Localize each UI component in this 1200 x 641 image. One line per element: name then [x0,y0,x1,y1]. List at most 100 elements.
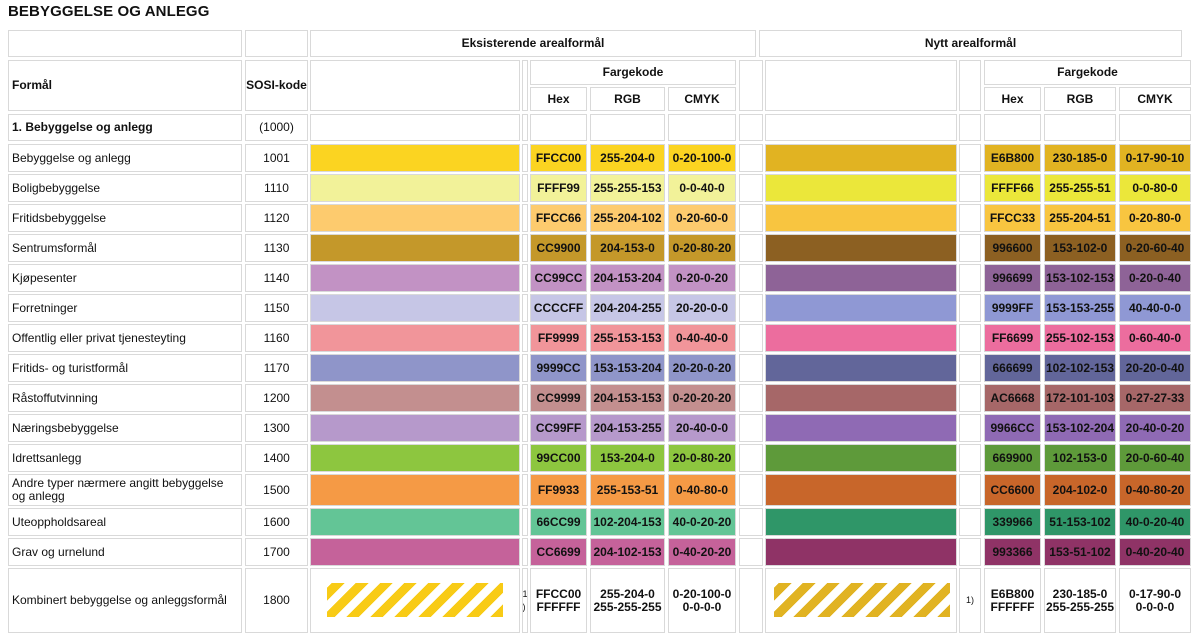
group-blank-eSw [310,114,520,141]
existing-rgb: 204-153-153 [590,384,665,412]
row-spacer [959,354,981,382]
row-spacer [959,204,981,232]
existing-cmyk: 0-20-100-0 [668,144,736,172]
group-code: (1000) [245,114,308,141]
new-rgb: 153-102-204 [1044,414,1116,442]
existing-hex: 66CC99 [530,508,587,536]
existing-cmyk: 20-40-0-0 [668,414,736,442]
new-hex: 993366 [984,538,1041,566]
row-spacer [959,538,981,566]
header-new-swatch-blank [765,60,957,111]
existing-hex: 9999CC [530,354,587,382]
existing-rgb: 255-153-51 [590,474,665,506]
new-color-swatch [765,474,957,506]
new-cmyk: 0-20-60-40 [1119,234,1191,262]
new-rgb: 255-204-51 [1044,204,1116,232]
new-hex: 339966 [984,508,1041,536]
existing-hex: FFCC66 [530,204,587,232]
row-gap [739,568,763,633]
existing-color-swatch [310,538,520,566]
new-rgb: 153-51-102 [1044,538,1116,566]
group-blank-nHex [984,114,1041,141]
header-existing-swatch-blank [310,60,520,111]
group-blank-nCmyk [1119,114,1191,141]
existing-color-swatch [310,234,520,262]
existing-hex: CC9999 [530,384,587,412]
existing-color-swatch [310,354,520,382]
combined-sosi-code: 1800 [245,568,308,633]
group-blank-eCmyk [668,114,736,141]
new-color-swatch [765,204,957,232]
new-color-swatch [765,234,957,262]
row-spacer [522,444,528,472]
row-formal: Kjøpesenter [8,264,242,292]
header-cmyk-new: CMYK [1119,87,1191,111]
header-fargekode-new: Fargekode [984,60,1191,85]
header-new: Nytt arealformål [759,30,1182,57]
row-spacer [959,264,981,292]
existing-rgb: 255-255-153 [590,174,665,202]
row-formal: Boligbebyggelse [8,174,242,202]
row-formal: Offentlig eller privat tjenesteyting [8,324,242,352]
new-cmyk: 0-60-40-0 [1119,324,1191,352]
row-gap [739,294,763,322]
existing-cmyk: 40-0-20-20 [668,508,736,536]
existing-rgb: 255-204-102 [590,204,665,232]
row-sosi-code: 1400 [245,444,308,472]
header-sosi: SOSI-kode [245,60,308,111]
row-spacer [522,264,528,292]
existing-color-swatch [310,324,520,352]
row-spacer [959,444,981,472]
existing-color-swatch [310,144,520,172]
row-gap [739,204,763,232]
row-spacer [522,474,528,506]
new-hex: 996699 [984,264,1041,292]
new-hex: FF6699 [984,324,1041,352]
existing-hex: CC6699 [530,538,587,566]
existing-color-swatch [310,264,520,292]
existing-cmyk: 0-20-0-20 [668,264,736,292]
row-spacer [522,538,528,566]
existing-color-swatch [310,204,520,232]
existing-hex: FF9999 [530,324,587,352]
row-formal: Fritidsbebyggelse [8,204,242,232]
row-spacer [959,144,981,172]
row-gap [739,384,763,412]
row-spacer [522,384,528,412]
existing-color-swatch [310,414,520,442]
existing-cmyk: 20-20-0-20 [668,354,736,382]
existing-color-swatch [310,294,520,322]
new-cmyk: 0-27-27-33 [1119,384,1191,412]
row-sosi-code: 1300 [245,414,308,442]
row-formal: Fritids- og turistformål [8,354,242,382]
existing-cmyk: 0-20-80-20 [668,234,736,262]
new-rgb: 255-255-51 [1044,174,1116,202]
existing-rgb: 204-153-204 [590,264,665,292]
existing-rgb: 204-102-153 [590,538,665,566]
new-hex: 996600 [984,234,1041,262]
header-existing-spacer [522,60,528,111]
header-new-spacer [959,60,981,111]
existing-color-swatch [310,508,520,536]
group-blank-nSw [765,114,957,141]
new-hex: 9966CC [984,414,1041,442]
row-spacer [522,234,528,262]
row-spacer [522,324,528,352]
row-spacer [959,294,981,322]
new-rgb: 51-153-102 [1044,508,1116,536]
new-color-swatch [765,324,957,352]
new-color-swatch [765,538,957,566]
new-hex: FFFF66 [984,174,1041,202]
new-hex: E6B800 FFFFFF [984,568,1041,633]
row-spacer [522,144,528,172]
new-hex: E6B800 [984,144,1041,172]
existing-hex: CC99FF [530,414,587,442]
row-gap [739,508,763,536]
new-cmyk: 20-20-0-40 [1119,354,1191,382]
header-hex-existing: Hex [530,87,587,111]
header-rgb-existing: RGB [590,87,665,111]
row-sosi-code: 1160 [245,324,308,352]
new-rgb: 204-102-0 [1044,474,1116,506]
new-hex: 669900 [984,444,1041,472]
existing-cmyk: 0-40-40-0 [668,324,736,352]
